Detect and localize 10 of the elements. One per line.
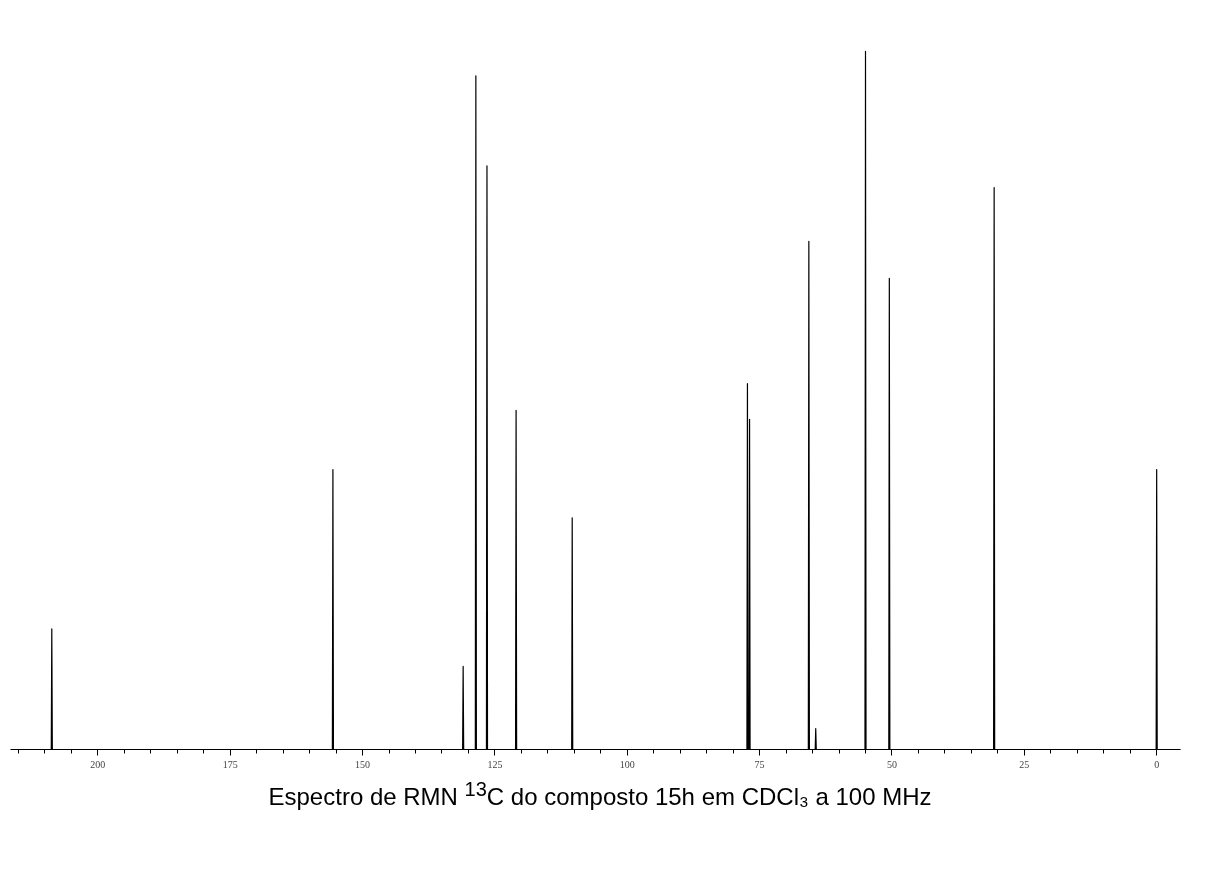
x-tick-label: 200 [90,758,106,770]
x-tick-label: 175 [222,758,238,770]
x-tick-label: 125 [487,758,503,770]
x-tick-label: 0 [1154,758,1160,770]
x-tick-label: 75 [754,758,765,770]
x-tick-label: 100 [619,758,635,770]
x-tick-label: 25 [1019,758,1030,770]
text: Espectro de RMN $^{13}$C do composto 15h em CDCl₃ a 100 MHz [268,777,932,812]
x-tick-label: 50 [886,758,897,770]
x-tick-label: 150 [355,758,371,770]
